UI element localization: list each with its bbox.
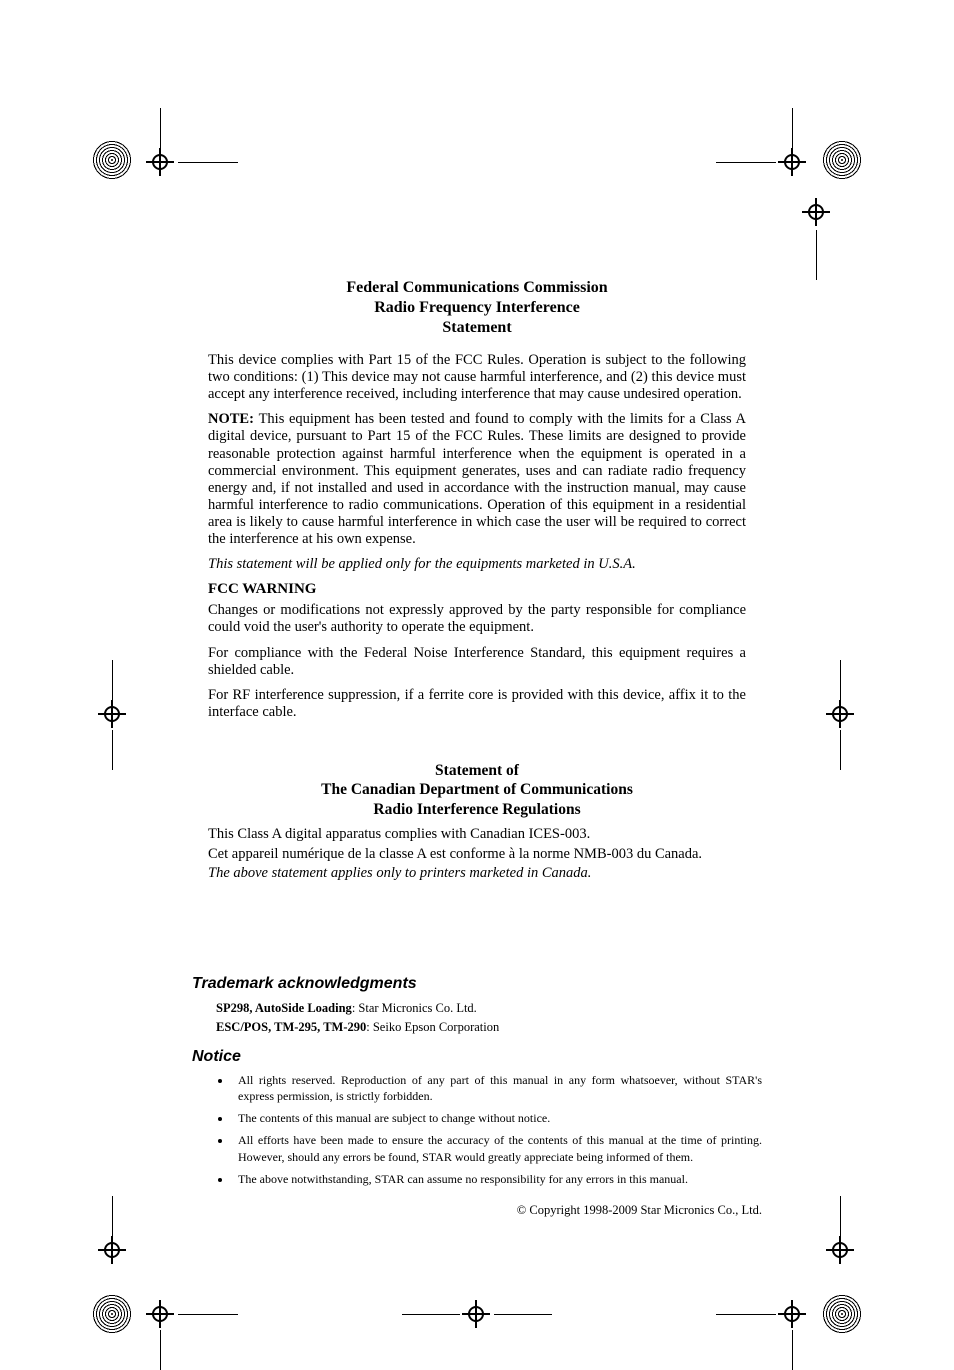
trademark-notice-block: Trademark acknowledgments SP298, AutoSid…: [192, 975, 762, 1218]
notice-heading: Notice: [192, 1048, 762, 1066]
canada-heading-line3: Radio Interference Regulations: [208, 800, 746, 819]
canada-italic-line: The above statement applies only to prin…: [208, 864, 746, 884]
fcc-heading: Federal Communications Commission Radio …: [208, 278, 746, 338]
notice-item: The above notwithstanding, STAR can assu…: [232, 1171, 762, 1187]
notice-item: All rights reserved. Reproduction of any…: [232, 1072, 762, 1104]
trademark-line1-rest: : Star Micronics Co. Ltd.: [352, 1001, 477, 1015]
fcc-heading-line3: Statement: [208, 318, 746, 338]
trademark-line1: SP298, AutoSide Loading: Star Micronics …: [216, 999, 762, 1018]
canada-line1: This Class A digital apparatus complies …: [208, 825, 746, 845]
notice-item: The contents of this manual are subject …: [232, 1110, 762, 1126]
fcc-heading-line2: Radio Frequency Interference: [208, 298, 746, 318]
trademark-line2-bold: ESC/POS, TM-295, TM-290: [216, 1020, 366, 1034]
notice-item: All efforts have been made to ensure the…: [232, 1132, 762, 1164]
fcc-heading-line1: Federal Communications Commission: [208, 278, 746, 298]
canada-block: Statement of The Canadian Department of …: [208, 761, 746, 884]
fcc-note-label: NOTE:: [208, 411, 259, 427]
fcc-warning-heading: FCC WARNING: [208, 581, 746, 598]
trademark-line1-bold: SP298, AutoSide Loading: [216, 1001, 352, 1015]
canada-heading-line1: Statement of: [208, 761, 746, 780]
notice-list: All rights reserved. Reproduction of any…: [232, 1072, 762, 1187]
fcc-note-body: This equipment has been tested and found…: [208, 411, 746, 547]
fcc-warning-p2: For compliance with the Federal Noise In…: [208, 645, 746, 679]
page: Federal Communications Commission Radio …: [0, 0, 954, 1351]
fcc-warning-p1: Changes or modifications not expressly a…: [208, 602, 746, 636]
trademark-line2-rest: : Seiko Epson Corporation: [366, 1020, 499, 1034]
canada-heading: Statement of The Canadian Department of …: [208, 761, 746, 819]
main-content: Federal Communications Commission Radio …: [208, 278, 746, 884]
trademark-line2: ESC/POS, TM-295, TM-290: Seiko Epson Cor…: [216, 1018, 762, 1037]
fcc-italic-line: This statement will be applied only for …: [208, 556, 746, 573]
canada-heading-line2: The Canadian Department of Communication…: [208, 780, 746, 799]
canada-line2: Cet appareil numérique de la classe A es…: [208, 845, 746, 865]
fcc-note: NOTE: This equipment has been tested and…: [208, 411, 746, 548]
fcc-warning-p3: For RF interference suppression, if a fe…: [208, 687, 746, 721]
trademark-heading: Trademark acknowledgments: [192, 975, 762, 993]
copyright-line: © Copyright 1998-2009 Star Micronics Co.…: [192, 1203, 762, 1218]
fcc-paragraph-1: This device complies with Part 15 of the…: [208, 352, 746, 403]
